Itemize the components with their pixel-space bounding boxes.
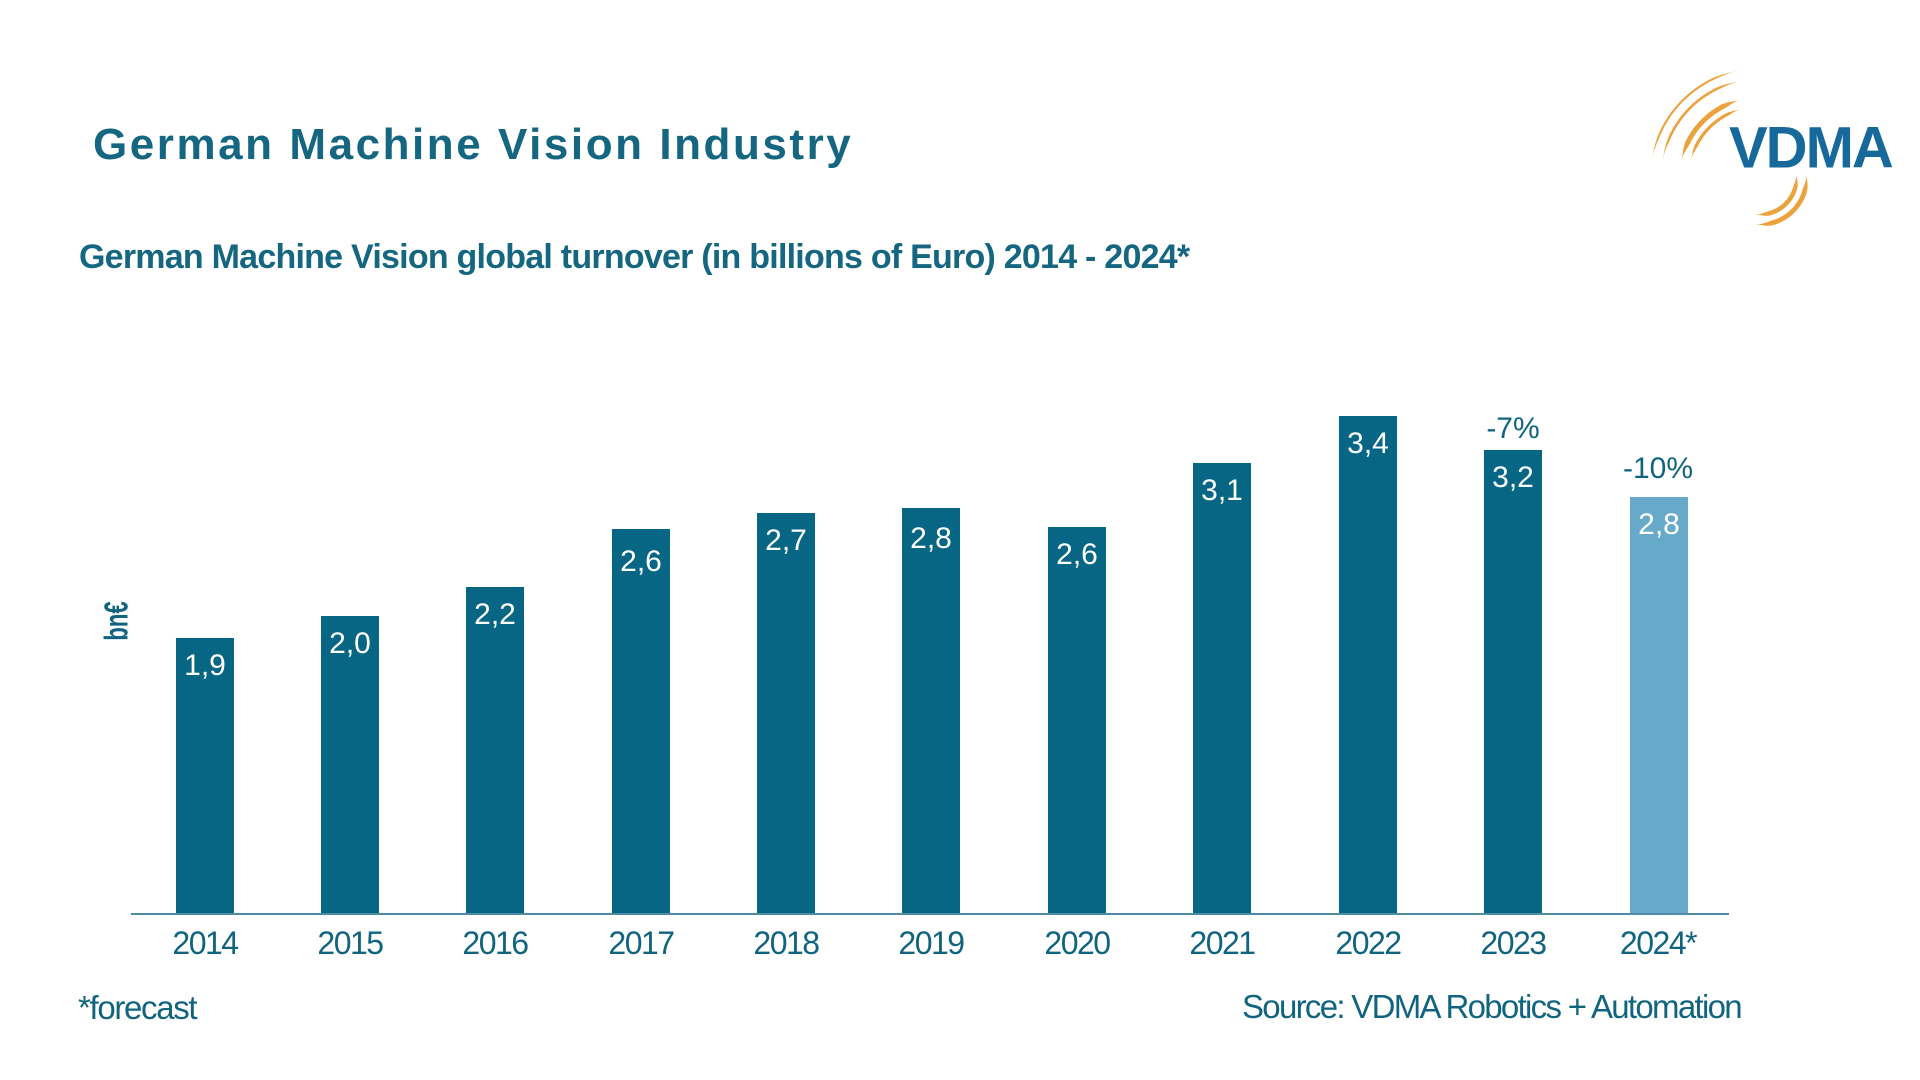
svg-text:VDMA: VDMA	[1729, 116, 1893, 181]
